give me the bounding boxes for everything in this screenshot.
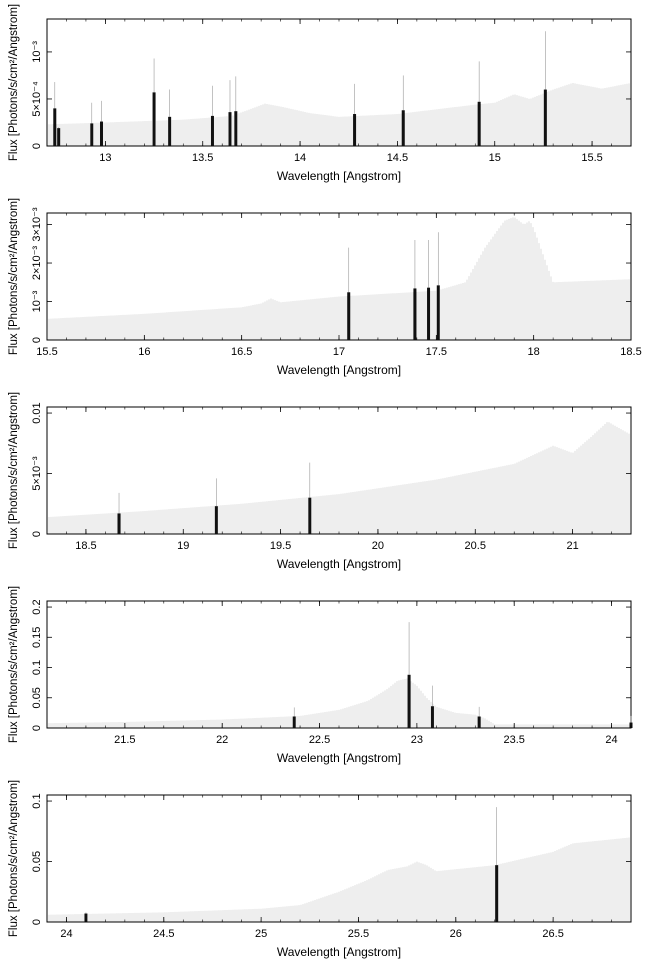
line-flux-bar xyxy=(53,108,57,146)
y-tick-label: 0 xyxy=(31,337,43,343)
line-flux-bar xyxy=(210,115,214,146)
y-axis-label: Flux [Photons/s/cm²/Angstrom] xyxy=(8,392,20,549)
x-tick-label: 19.5 xyxy=(270,540,291,552)
line-flux-bar xyxy=(292,716,296,728)
x-tick-label: 26 xyxy=(450,928,462,940)
x-tick-label: 24 xyxy=(605,734,617,746)
line-flux-bar xyxy=(477,101,481,146)
x-tick-label: 24 xyxy=(60,928,72,940)
x-tick-label: 16.5 xyxy=(231,346,252,358)
y-axis-label: Flux [Photons/s/cm²/Angstrom] xyxy=(8,780,20,937)
line-flux-bar xyxy=(477,716,481,728)
y-axis-label: Flux [Photons/s/cm²/Angstrom] xyxy=(8,198,20,355)
x-tick-label: 21 xyxy=(566,540,578,552)
y-axis-label: Flux [Photons/s/cm²/Angstrom] xyxy=(8,4,20,161)
line-flux-bar xyxy=(168,116,172,146)
model-spectrum xyxy=(46,422,632,534)
line-flux-bar xyxy=(436,285,440,340)
line-flux-bar xyxy=(401,110,405,146)
x-tick-label: 25 xyxy=(255,928,267,940)
x-tick-label: 20.5 xyxy=(465,540,486,552)
y-tick-label: 0.05 xyxy=(31,851,43,872)
x-tick-label: 18.5 xyxy=(620,346,641,358)
x-tick-label: 15.5 xyxy=(581,152,602,164)
x-tick-label: 23 xyxy=(411,734,423,746)
x-tick-label: 19 xyxy=(177,540,189,552)
y-tick-label: 0.2 xyxy=(31,599,43,614)
x-tick-label: 25.5 xyxy=(348,928,369,940)
spectrum-panel-1: 13 13.5 14 14.5 15 15.5 0 5×10⁻⁴ 10⁻³ Wavelength … xyxy=(8,4,632,183)
y-axis-label: Flux [Photons/s/cm²/Angstrom] xyxy=(8,586,20,743)
y-tick-label: 10⁻³ xyxy=(31,290,43,312)
line-flux-bar xyxy=(347,292,351,340)
spectrum-panel-5: 24 24.5 25 25.5 26 26.5 0 0.05 0.1 Wavelength [An… xyxy=(8,780,632,959)
x-tick-label: 20 xyxy=(372,540,384,552)
x-axis-label: Wavelength [Angstrom] xyxy=(277,169,401,183)
y-tick-label: 10⁻³ xyxy=(31,41,43,63)
y-tick-label: 2×10⁻³ xyxy=(31,246,43,281)
x-tick-label: 13 xyxy=(99,152,111,164)
spectrum-panel-4: 21.5 22 22.5 23 23.5 24 0 0.05 0.1 0.15 0.2 Wavelen… xyxy=(8,586,633,765)
x-tick-label: 15.5 xyxy=(36,346,57,358)
x-tick-label: 15 xyxy=(489,152,501,164)
x-axis-label: Wavelength [Angstrom] xyxy=(277,363,401,377)
x-tick-label: 23.5 xyxy=(503,734,524,746)
line-flux-bar xyxy=(413,288,417,340)
model-spectrum xyxy=(46,82,632,146)
y-tick-label: 0.1 xyxy=(31,660,43,675)
x-tick-label: 13.5 xyxy=(192,152,213,164)
x-tick-label: 14.5 xyxy=(387,152,408,164)
line-flux-bar xyxy=(228,112,232,146)
line-flux-bar xyxy=(84,913,88,922)
line-flux-bar xyxy=(57,128,61,146)
line-flux-bar xyxy=(430,706,434,728)
y-tick-label: 0.1 xyxy=(31,793,43,808)
line-flux-bar xyxy=(100,121,104,146)
line-flux-bar xyxy=(234,111,238,146)
y-tick-label: 0 xyxy=(31,919,43,925)
y-tick-label: 0 xyxy=(31,725,43,731)
y-tick-label: 5×10⁻⁴ xyxy=(31,81,43,117)
line-flux-bar xyxy=(117,513,121,534)
line-flux-bar xyxy=(214,506,218,534)
line-flux-bar xyxy=(495,865,499,922)
y-tick-label: 0.05 xyxy=(31,687,43,708)
spectrum-panel-3: 18.5 19 19.5 20 20.5 21 0 5×10⁻³ 0.01 Wavelength … xyxy=(8,392,632,571)
x-axis-label: Wavelength [Angstrom] xyxy=(277,751,401,765)
x-tick-label: 18.5 xyxy=(75,540,96,552)
x-tick-label: 21.5 xyxy=(114,734,135,746)
line-flux-bar xyxy=(407,674,411,728)
spectrum-panel-2: 15.5 16 16.5 17 17.5 18 18.5 0 10⁻³ 2×10⁻³ 3×10⁻³ W… xyxy=(8,198,642,377)
line-flux-bar xyxy=(543,89,547,146)
x-tick-label: 16 xyxy=(138,346,150,358)
x-tick-label: 18 xyxy=(528,346,540,358)
x-tick-label: 17.5 xyxy=(426,346,447,358)
x-axis-label: Wavelength [Angstrom] xyxy=(277,945,401,959)
y-tick-label: 0 xyxy=(31,531,43,537)
y-tick-label: 0 xyxy=(31,143,43,149)
line-flux-bar xyxy=(308,497,312,534)
y-tick-label: 0.01 xyxy=(31,402,43,423)
line-flux-bar xyxy=(90,123,94,146)
x-tick-label: 24.5 xyxy=(153,928,174,940)
x-tick-label: 14 xyxy=(294,152,306,164)
plot-frame xyxy=(46,600,632,729)
line-flux-bar xyxy=(353,114,357,146)
model-spectrum xyxy=(46,217,632,340)
line-flux-bar xyxy=(427,287,431,340)
y-tick-label: 3×10⁻³ xyxy=(31,207,43,242)
line-flux-bar xyxy=(152,92,156,146)
y-tick-label: 0.15 xyxy=(31,627,43,648)
y-tick-label: 5×10⁻³ xyxy=(31,456,43,491)
model-spectrum xyxy=(46,837,632,922)
line-flux-bar xyxy=(629,722,633,728)
x-tick-label: 17 xyxy=(333,346,345,358)
x-tick-label: 26.5 xyxy=(542,928,563,940)
x-axis-label: Wavelength [Angstrom] xyxy=(277,557,401,571)
x-tick-label: 22 xyxy=(216,734,228,746)
model-spectrum xyxy=(46,678,632,728)
x-tick-label: 22.5 xyxy=(309,734,330,746)
